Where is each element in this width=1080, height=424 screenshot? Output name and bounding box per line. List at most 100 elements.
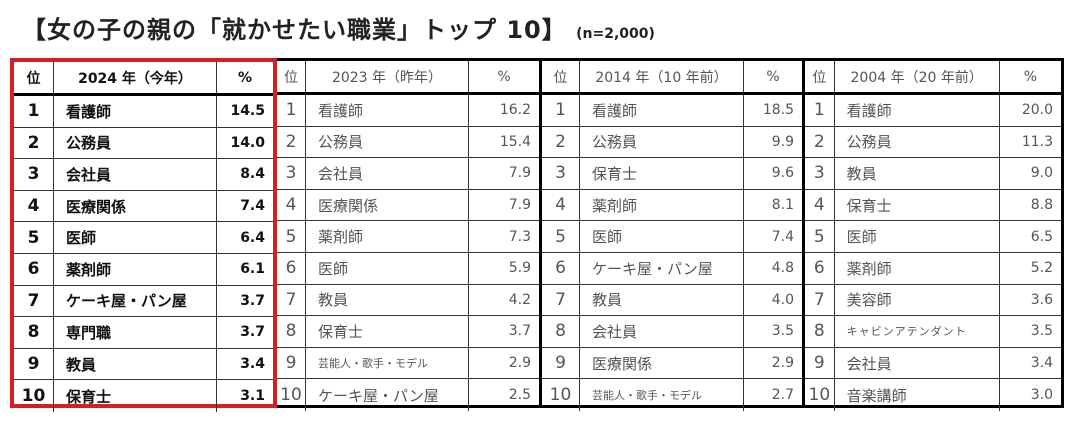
rank-cell: 4 — [805, 189, 835, 221]
table-row: 8 会社員 3.5 — [542, 316, 802, 348]
percent-cell: 3.7 — [240, 324, 265, 341]
ranking-group-2024: 位 2024 年（今年）% 1 看護師 14.5 2 公務員 14.0 3 会社員 8.4 4 医療関係… — [10, 58, 277, 412]
percent-cell: 9.6 — [771, 165, 794, 182]
job-name: 医師 — [580, 221, 744, 252]
rank-cell: 9 — [14, 348, 54, 380]
job-name: 保育士 — [580, 158, 744, 189]
table-row: 3 会社員 7.9 — [277, 158, 539, 190]
job-name: 会社員 — [306, 158, 469, 189]
job-name: 医療関係 — [306, 189, 469, 221]
rank-cell: 3 — [805, 158, 835, 189]
rank-cell: 4 — [542, 189, 580, 221]
rank-cell: 7 — [277, 284, 306, 316]
job-name: 医療関係 — [54, 190, 217, 222]
rank-cell: 2 — [277, 126, 306, 158]
percent-cell: 3.7 — [508, 323, 531, 340]
rank-cell: 2 — [14, 127, 54, 159]
percent-cell: 2.5 — [508, 387, 531, 404]
percent-cell: 3.4 — [1030, 355, 1053, 372]
ranking-group-2014: 位 2014 年（10 年前）% 1 看護師 18.5 2 公務員 9.9 3 保育士 9.6 4 薬剤… — [539, 58, 802, 411]
percent-cell: 7.4 — [771, 228, 794, 245]
rank-cell: 2 — [542, 126, 580, 158]
table-row: 2 公務員 11.3 — [805, 126, 1061, 159]
percent-cell: 8.1 — [771, 197, 794, 214]
percent-cell: 14.5 — [230, 103, 265, 120]
percent-cell: 4.0 — [771, 291, 794, 308]
job-name: 保育士 — [835, 189, 1000, 221]
rank-cell: 6 — [277, 252, 306, 284]
title-text: 【女の子の親の「就かせたい職業」トップ 10】 — [22, 16, 567, 44]
percent-cell: 3.5 — [771, 323, 794, 340]
job-name: 薬剤師 — [306, 221, 469, 252]
job-name: 教員 — [580, 284, 744, 316]
job-name: 教員 — [54, 348, 217, 380]
percent-header: % — [497, 68, 511, 85]
table-row: 3 保育士 9.6 — [542, 158, 802, 190]
ranking-table: 位 2024 年（今年）% 1 看護師 14.5 2 公務員 14.0 3 会社員 8.4 4 医療関係… — [10, 58, 1064, 412]
table-row: 6 ケーキ屋・パン屋 4.8 — [542, 252, 802, 285]
percent-cell: 7.4 — [240, 198, 265, 215]
job-name: 教員 — [306, 284, 469, 316]
rank-cell: 10 — [277, 379, 306, 411]
percent-cell: 5.9 — [508, 260, 531, 277]
table-row: 7 美容師 3.6 — [805, 284, 1061, 317]
table-row: 7 教員 4.0 — [542, 284, 802, 317]
percent-cell: 8.8 — [1030, 197, 1053, 214]
rank-cell: 9 — [805, 347, 835, 379]
year-header: 2024 年（今年） — [54, 62, 217, 93]
rank-cell: 10 — [805, 379, 835, 411]
year-header: 2014 年（10 年前） — [580, 61, 744, 92]
job-name: キャビンアテンダント — [835, 316, 1000, 347]
job-name: 芸能人・歌手・モデル — [580, 379, 744, 411]
job-name: 会社員 — [54, 159, 217, 190]
table-row: 8 保育士 3.7 — [277, 316, 539, 348]
table-row: 5 薬剤師 7.3 — [277, 221, 539, 253]
table-row: 10 保育士 3.1 — [14, 380, 273, 412]
percent-cell: 3.4 — [240, 356, 265, 373]
table-row: 9 芸能人・歌手・モデル 2.9 — [277, 347, 539, 380]
table-row: 1 看護師 18.5 — [542, 95, 802, 127]
percent-cell: 4.8 — [771, 260, 794, 277]
rank-cell: 4 — [14, 190, 54, 222]
percent-cell: 4.2 — [508, 291, 531, 308]
job-name: 保育士 — [306, 316, 469, 347]
job-name: 看護師 — [306, 95, 469, 126]
job-name: 医療関係 — [580, 347, 744, 379]
percent-header: % — [237, 69, 253, 86]
percent-cell: 11.3 — [1021, 133, 1053, 150]
percent-cell: 3.6 — [1030, 291, 1053, 308]
table-row: 1 看護師 14.5 — [14, 96, 273, 128]
rank-cell: 10 — [542, 379, 580, 411]
table-row: 8 キャビンアテンダント 3.5 — [805, 316, 1061, 348]
job-name: 保育士 — [54, 380, 217, 412]
percent-cell: 7.9 — [508, 165, 531, 182]
table-row: 6 薬剤師 5.2 — [805, 252, 1061, 285]
rank-cell: 5 — [277, 221, 306, 252]
job-name: 看護師 — [835, 95, 1000, 126]
rank-cell: 6 — [542, 252, 580, 284]
table-row: 6 薬剤師 6.1 — [14, 253, 273, 286]
rank-cell: 4 — [277, 189, 306, 221]
percent-cell: 2.7 — [771, 387, 794, 404]
percent-cell: 2.9 — [508, 355, 531, 372]
job-name: ケーキ屋・パン屋 — [580, 252, 744, 284]
job-name: 公務員 — [54, 127, 217, 159]
rank-cell: 7 — [805, 284, 835, 316]
percent-cell: 3.1 — [240, 388, 265, 405]
job-name: 薬剤師 — [835, 252, 1000, 284]
job-name: 公務員 — [580, 126, 744, 158]
rank-cell: 9 — [277, 347, 306, 379]
rank-cell: 6 — [14, 253, 54, 285]
rank-cell: 5 — [805, 221, 835, 252]
job-name: 芸能人・歌手・モデル — [306, 347, 469, 379]
rank-cell: 8 — [14, 317, 54, 348]
rank-header: 位 — [542, 61, 580, 92]
header-row: 位 2004 年（20 年前）% — [805, 61, 1061, 95]
rank-cell: 9 — [542, 347, 580, 379]
job-name: 音楽講師 — [835, 379, 1000, 411]
job-name: 会社員 — [580, 316, 744, 347]
table-row: 10 芸能人・歌手・モデル 2.7 — [542, 379, 802, 411]
job-name: 看護師 — [580, 95, 744, 126]
percent-cell: 3.7 — [240, 292, 265, 309]
percent-cell: 2.9 — [771, 355, 794, 372]
